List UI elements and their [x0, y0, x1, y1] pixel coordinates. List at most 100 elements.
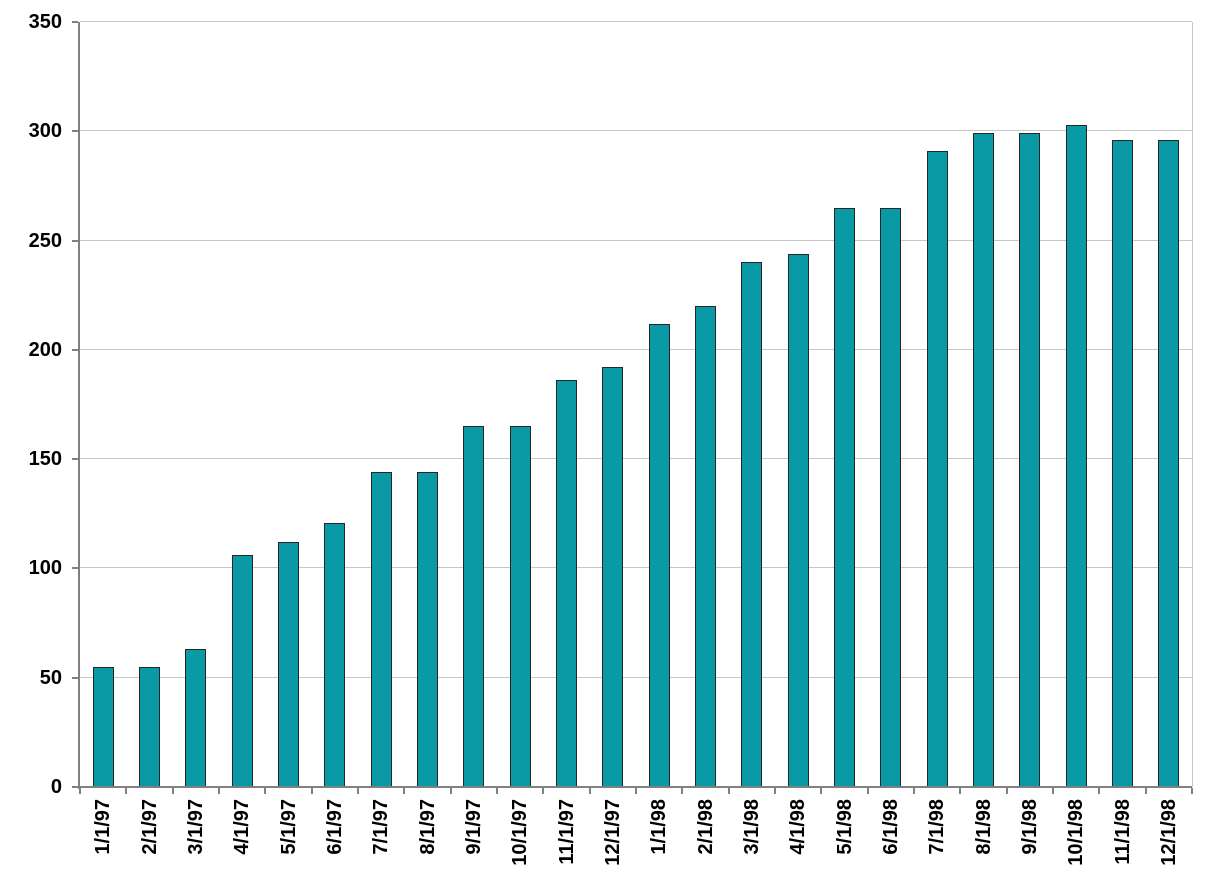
bar-7-1-98 — [927, 151, 948, 787]
bar-5-1-98 — [834, 208, 855, 787]
bar-2-1-98 — [695, 306, 716, 787]
x-tick-mark — [635, 788, 637, 794]
x-tick-mark — [357, 788, 359, 794]
x-tick-mark — [774, 788, 776, 794]
y-tick-mark — [72, 458, 78, 461]
gridline — [80, 21, 1192, 22]
bar-4-1-97 — [232, 555, 253, 787]
x-tick-label: 1/1/97 — [92, 799, 114, 855]
x-tick-label: 12/1/98 — [1158, 799, 1180, 866]
x-tick-label: 6/1/97 — [324, 799, 346, 855]
x-tick-mark — [728, 788, 730, 794]
x-tick-label: 8/1/97 — [417, 799, 439, 855]
x-tick-mark — [403, 788, 405, 794]
bar-8-1-97 — [417, 472, 438, 787]
bar-5-1-97 — [278, 542, 299, 787]
bar-7-1-97 — [371, 472, 392, 787]
bar-8-1-98 — [973, 133, 994, 787]
x-tick-label: 8/1/98 — [973, 799, 995, 855]
y-tick-mark — [72, 348, 78, 351]
bar-4-1-98 — [788, 254, 809, 787]
x-tick-mark — [125, 788, 127, 794]
bar-9-1-98 — [1019, 133, 1040, 787]
x-tick-mark — [1098, 788, 1100, 794]
x-tick-mark — [867, 788, 869, 794]
bar-11-1-97 — [556, 380, 577, 787]
y-tick-mark — [72, 786, 78, 788]
x-tick-mark — [311, 788, 313, 794]
bar-10-1-97 — [510, 426, 531, 787]
y-tick-mark — [72, 239, 78, 242]
x-tick-mark — [1052, 788, 1054, 794]
x-tick-label: 6/1/98 — [880, 799, 902, 855]
x-tick-mark — [496, 788, 498, 794]
x-tick-mark — [79, 788, 81, 794]
bar-3-1-97 — [185, 649, 206, 787]
y-tick-label: 100 — [28, 557, 62, 580]
x-tick-mark — [681, 788, 683, 794]
x-tick-mark — [1006, 788, 1008, 794]
y-axis-line — [78, 22, 80, 789]
x-tick-label: 4/1/97 — [231, 799, 253, 855]
x-tick-mark — [218, 788, 220, 794]
x-tick-label: 10/1/98 — [1065, 799, 1087, 866]
bar-3-1-98 — [741, 262, 762, 787]
bar-12-1-97 — [602, 367, 623, 787]
gridline — [80, 130, 1192, 132]
y-tick-label: 0 — [50, 776, 62, 798]
y-tick-label: 50 — [39, 666, 62, 689]
bar-2-1-97 — [139, 667, 160, 787]
x-tick-mark — [264, 788, 266, 794]
gridline — [80, 458, 1192, 460]
x-tick-mark — [959, 788, 961, 794]
x-tick-mark — [542, 788, 544, 794]
y-tick-mark — [72, 567, 78, 570]
x-tick-label: 4/1/98 — [787, 799, 809, 855]
bar-1-1-98 — [649, 324, 670, 787]
x-tick-label: 5/1/97 — [278, 799, 300, 855]
x-tick-mark — [913, 788, 915, 794]
y-tick-label: 200 — [28, 338, 62, 361]
gridline — [80, 567, 1192, 569]
x-tick-label: 9/1/97 — [463, 799, 485, 855]
x-tick-label: 2/1/97 — [139, 799, 161, 855]
x-tick-label: 7/1/98 — [926, 799, 948, 855]
y-tick-label: 300 — [28, 120, 62, 143]
bar-10-1-98 — [1066, 125, 1087, 787]
x-tick-label: 10/1/97 — [509, 799, 531, 866]
x-tick-label: 2/1/98 — [695, 799, 717, 855]
y-tick-mark — [72, 676, 78, 679]
x-tick-mark — [450, 788, 452, 794]
bar-1-1-97 — [93, 667, 114, 787]
x-tick-label: 11/1/97 — [556, 799, 578, 865]
bar-9-1-97 — [463, 426, 484, 787]
x-tick-label: 3/1/97 — [185, 799, 207, 855]
y-tick-label: 350 — [28, 11, 62, 33]
y-tick-label: 250 — [28, 229, 62, 252]
gridline — [80, 348, 1192, 350]
y-tick-mark — [72, 21, 78, 23]
plot-area-right-border — [1192, 22, 1193, 787]
x-axis-line — [78, 786, 1192, 788]
x-tick-label: 1/1/98 — [648, 799, 670, 855]
y-tick-label: 150 — [28, 448, 62, 471]
y-tick-mark — [72, 130, 78, 133]
bar-12-1-98 — [1158, 140, 1179, 787]
x-tick-mark — [820, 788, 822, 794]
x-tick-mark — [589, 788, 591, 794]
bar-11-1-98 — [1112, 140, 1133, 787]
gridline — [80, 676, 1192, 678]
x-tick-label: 5/1/98 — [834, 799, 856, 855]
bar-6-1-97 — [324, 523, 345, 787]
x-tick-label: 9/1/98 — [1019, 799, 1041, 855]
x-tick-mark — [1145, 788, 1147, 794]
bar-6-1-98 — [880, 208, 901, 787]
x-tick-mark — [172, 788, 174, 794]
x-tick-label: 3/1/98 — [741, 799, 763, 855]
x-tick-mark — [1191, 788, 1193, 794]
gridline — [80, 239, 1192, 241]
x-tick-label: 7/1/97 — [370, 799, 392, 855]
x-tick-label: 12/1/97 — [602, 799, 624, 866]
x-tick-label: 11/1/98 — [1112, 799, 1134, 865]
